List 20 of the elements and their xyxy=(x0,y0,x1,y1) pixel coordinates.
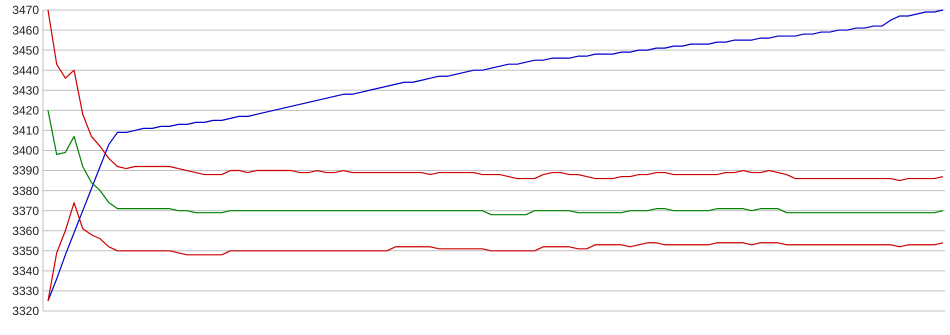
y-tick-label: 3450 xyxy=(12,43,40,58)
y-tick-label: 3380 xyxy=(12,184,40,198)
y-tick-label: 3330 xyxy=(12,284,40,298)
y-tick-label: 3350 xyxy=(12,244,40,258)
y-tick-label: 3440 xyxy=(12,63,40,78)
line-series xyxy=(47,110,944,216)
y-tick-label: 3410 xyxy=(12,124,40,138)
y-tick-label: 3460 xyxy=(12,23,40,38)
y-tick-label: 3430 xyxy=(12,83,40,98)
line-series xyxy=(47,202,944,302)
y-tick-label: 3400 xyxy=(12,144,40,158)
y-tick-label: 3470 xyxy=(12,3,40,18)
y-tick-label: 3360 xyxy=(12,224,40,238)
y-tick-label: 3420 xyxy=(12,104,40,118)
line-series xyxy=(47,9,944,182)
y-tick-label: 3370 xyxy=(12,204,40,218)
y-tick-label: 3340 xyxy=(12,264,40,278)
y-tick-label: 3320 xyxy=(12,304,40,318)
y-tick-label: 3390 xyxy=(12,164,40,178)
line-series xyxy=(47,9,944,302)
